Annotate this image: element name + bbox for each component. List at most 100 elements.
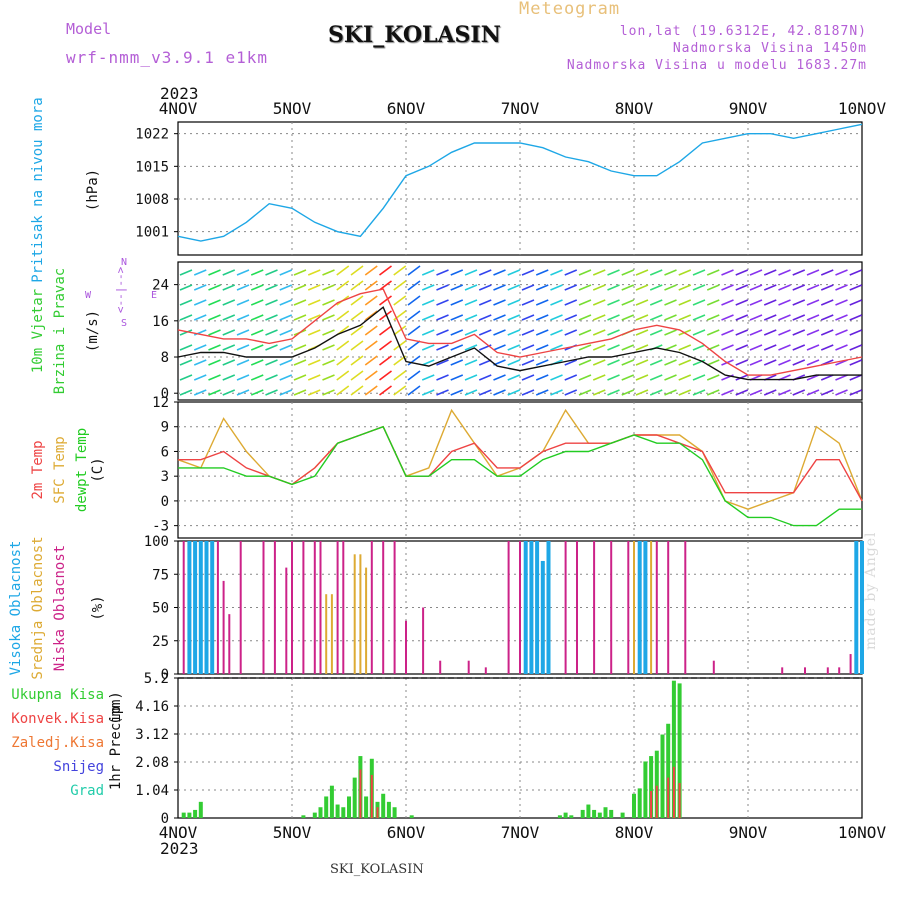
- wind-barb: [550, 329, 563, 336]
- cloud-low-bar: [422, 607, 425, 674]
- wind-barb: [364, 310, 378, 321]
- wind-barb: [849, 299, 863, 306]
- wind-barb: [279, 284, 293, 291]
- wind-barb: [464, 389, 478, 396]
- x-label-bottom: 10NOV: [838, 823, 887, 842]
- cloud-mid-bar: [650, 541, 653, 674]
- precip-total-bar: [603, 807, 608, 818]
- wind-barb: [307, 284, 321, 291]
- y-tick-label: 1.04: [135, 783, 169, 799]
- wind-barb: [307, 374, 321, 381]
- wind-barb: [236, 374, 250, 381]
- wind-barb: [607, 299, 620, 306]
- wind-barb: [835, 374, 848, 381]
- wind-barb: [749, 314, 763, 321]
- wind-barb: [393, 280, 407, 291]
- x-label-top: 9NOV: [729, 99, 768, 118]
- precip-total-bar: [312, 812, 317, 818]
- wind-barb: [478, 389, 492, 396]
- y-tick-label: 1001: [135, 225, 169, 241]
- precip-total-bar: [649, 756, 654, 818]
- cloud-low-bar: [781, 667, 784, 674]
- cloud-low-bar: [285, 567, 288, 674]
- wind-barb: [336, 340, 350, 351]
- wind-barb: [607, 344, 620, 351]
- x-label-top: 4NOV: [159, 99, 198, 118]
- wind-barb: [322, 359, 335, 366]
- cloud-low-bar: [576, 541, 578, 674]
- wind-barb: [193, 314, 207, 321]
- precip-total-bar: [643, 761, 648, 818]
- precip-total-bar: [580, 809, 585, 818]
- precip-total-bar: [666, 723, 671, 818]
- cloud-low-bar: [393, 541, 396, 674]
- wind-barb: [478, 299, 492, 306]
- cloud-low-bar: [405, 620, 407, 674]
- wind-barb: [749, 359, 763, 366]
- wind-barb: [806, 314, 820, 321]
- wind-barb: [407, 370, 421, 381]
- wind-barb: [464, 299, 478, 306]
- compass-e: E: [151, 290, 157, 301]
- wind-barb: [507, 344, 521, 351]
- wind-barb: [635, 359, 649, 366]
- precip-total-bar: [592, 809, 597, 818]
- wind-barb: [293, 299, 307, 306]
- y-tick-label: 3.12: [135, 727, 169, 743]
- year-bottom: 2023: [160, 839, 199, 858]
- wind-gust-line: [177, 288, 863, 376]
- wind-barb: [208, 344, 221, 351]
- y-tick-label: 6: [161, 444, 169, 460]
- wind-barb: [450, 344, 464, 351]
- wind-barb: [336, 280, 350, 291]
- wind-barb: [421, 314, 435, 321]
- wind-barb: [564, 389, 578, 396]
- cloud-low-bar: [655, 541, 658, 674]
- wind-barb: [692, 389, 706, 396]
- wind-barb: [550, 269, 563, 276]
- wind-barb: [350, 295, 364, 306]
- wind-barb: [535, 359, 549, 366]
- wind-unit: (m/s): [85, 310, 101, 352]
- wind-barb: [179, 284, 193, 291]
- wind-barb: [208, 359, 221, 366]
- cloud-low-bar: [593, 541, 596, 674]
- wind-barb: [763, 389, 777, 396]
- wind-barb: [649, 269, 663, 276]
- wind-barb: [749, 389, 763, 396]
- wind-barb: [664, 314, 677, 321]
- wind-barb: [464, 314, 478, 321]
- wind-barb: [621, 389, 635, 396]
- wind-barb: [322, 314, 335, 321]
- y-tick-label: 0: [161, 811, 169, 827]
- wind-barb: [792, 344, 806, 351]
- y-tick-label: 1008: [135, 192, 169, 208]
- x-label-bottom: 7NOV: [501, 823, 540, 842]
- wind-barb: [550, 314, 563, 321]
- wind-barb: [393, 370, 407, 381]
- wind-barb: [450, 299, 464, 306]
- wind-barb: [236, 284, 250, 291]
- wind-barb: [250, 374, 264, 381]
- wind-barb: [706, 329, 720, 336]
- wind-barb: [379, 370, 392, 381]
- wind-barb: [692, 344, 706, 351]
- wind-barb: [436, 269, 449, 276]
- wind-barb: [393, 310, 407, 321]
- wind-barb: [307, 359, 321, 366]
- cloud-high-bar: [523, 541, 528, 674]
- wind-barb: [763, 299, 777, 306]
- wind-barb: [407, 325, 421, 336]
- wind-barb: [179, 314, 193, 321]
- model-name: wrf-nmm_v3.9.1 e1km: [66, 48, 269, 67]
- wind-barb: [450, 329, 464, 336]
- wind-barb: [535, 314, 549, 321]
- wind-barb: [436, 359, 449, 366]
- wind-barb: [763, 269, 777, 276]
- precip-conv-bar: [650, 791, 653, 818]
- wind-barb: [521, 344, 535, 351]
- cloud-high-label: Visoka Oblacnost: [8, 541, 24, 676]
- wind-barb: [179, 344, 193, 351]
- wind-barb: [607, 329, 620, 336]
- cloud-high-bar: [187, 541, 192, 674]
